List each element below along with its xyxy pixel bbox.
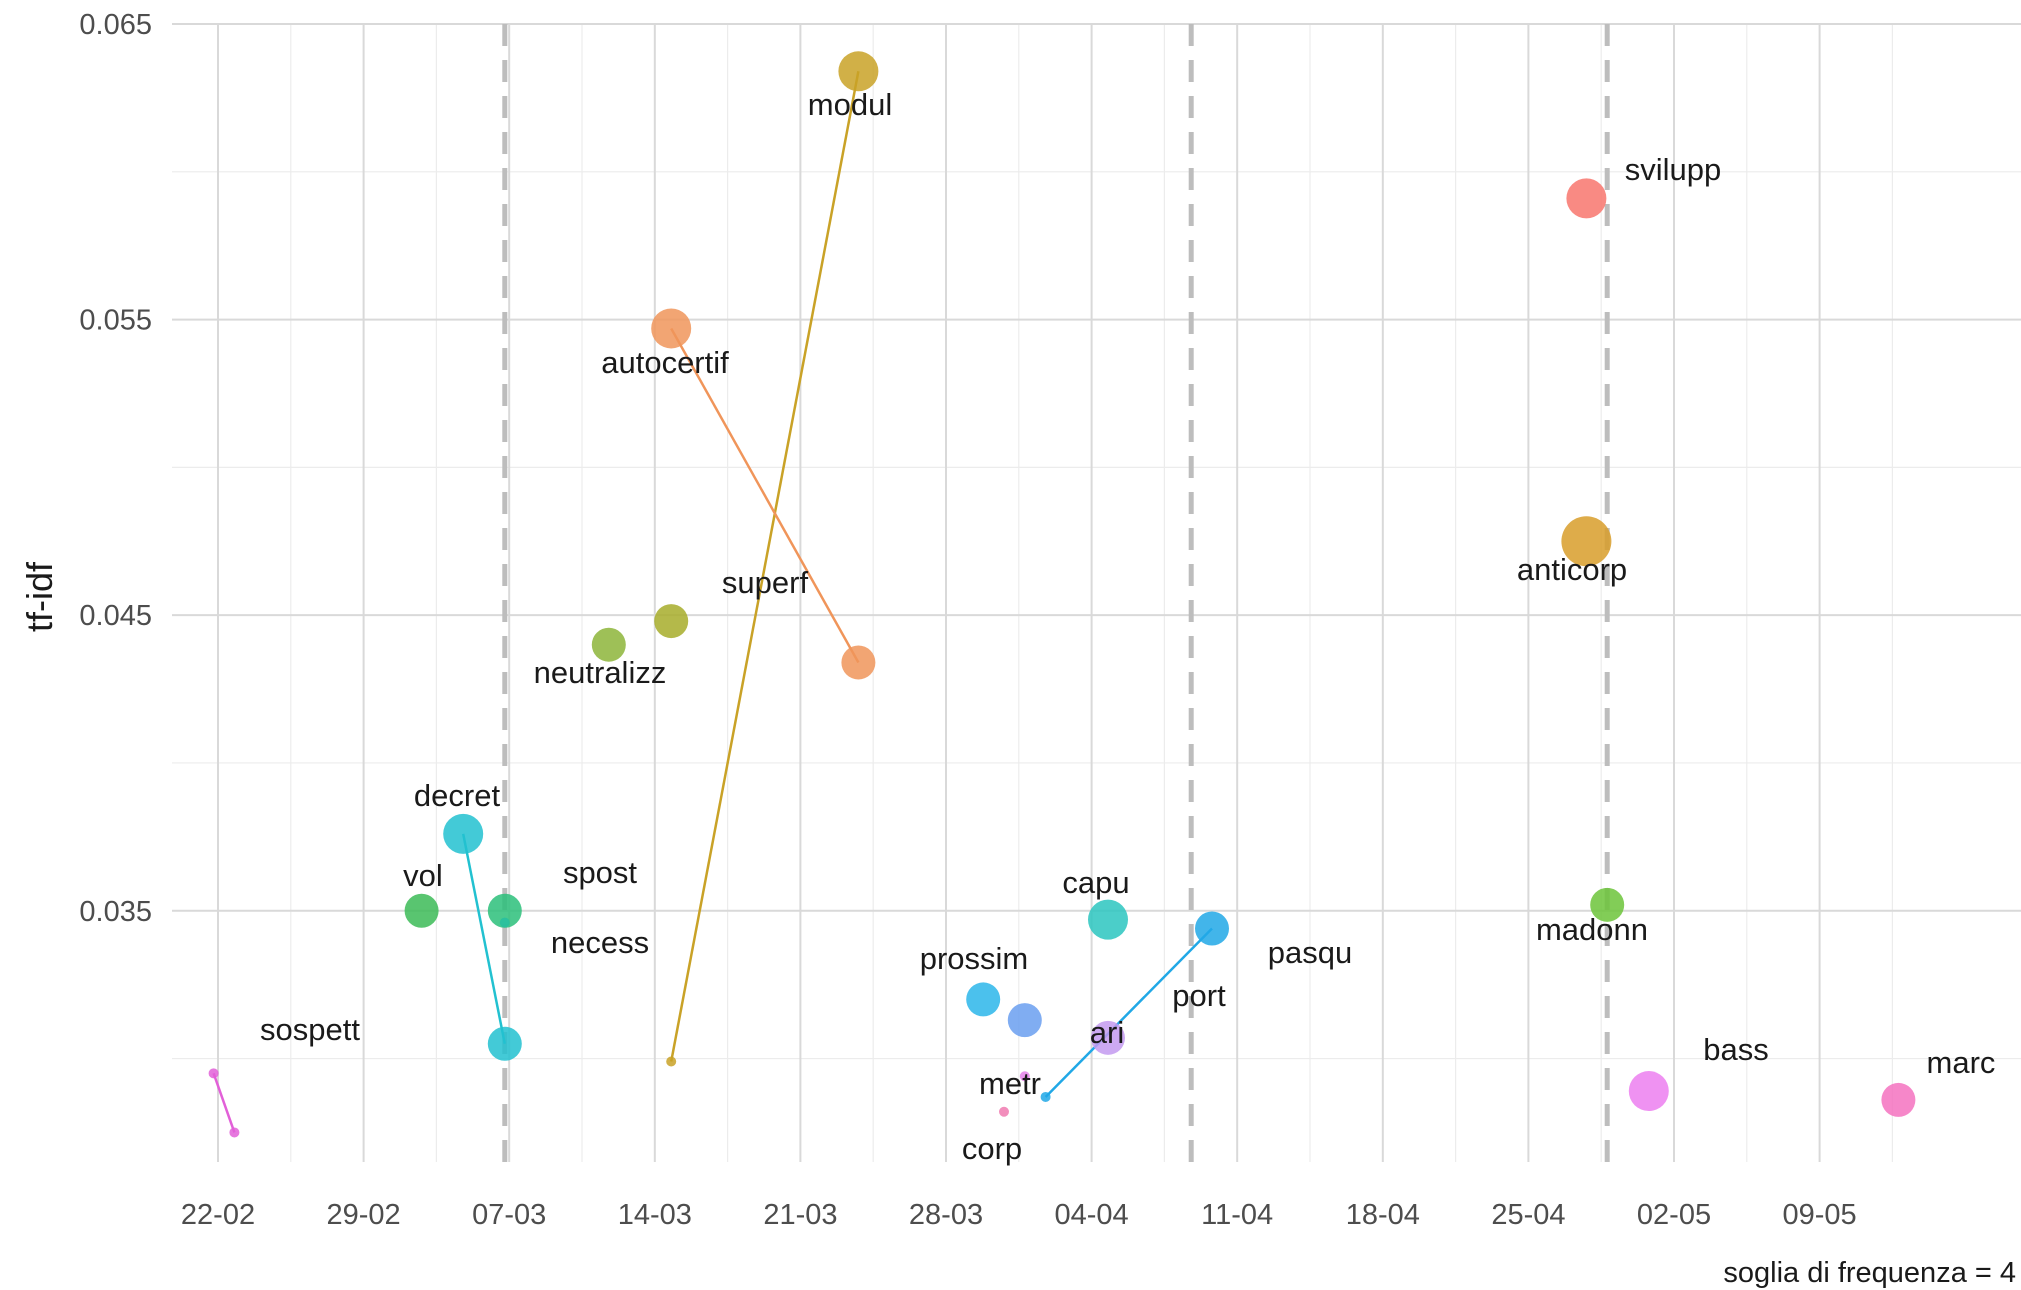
label-superf: superf	[722, 565, 809, 600]
y-tick-label: 0.035	[79, 896, 152, 928]
point-prossim	[966, 982, 1001, 1017]
x-tick-label: 18-04	[1346, 1199, 1420, 1231]
label-prossim: prossim	[920, 941, 1029, 976]
label-madonn: madonn	[1536, 912, 1648, 947]
point-superf	[654, 604, 689, 639]
label-corp: corp	[962, 1131, 1022, 1166]
label-anticorp: anticorp	[1517, 552, 1627, 587]
point-pasqu	[1195, 911, 1229, 946]
point-necess	[499, 917, 510, 928]
label-vol: vol	[403, 858, 443, 893]
point-bass	[1628, 1071, 1669, 1112]
label-port: port	[1172, 978, 1226, 1013]
y-tick-label: 0.055	[79, 305, 152, 337]
segment-sospett	[212, 1072, 236, 1133]
x-tick-label: 25-04	[1491, 1199, 1565, 1231]
label-ari: ari	[1090, 1015, 1124, 1050]
point-capu	[1088, 899, 1128, 940]
point-unlabeled	[841, 645, 876, 680]
point-unlabeled	[229, 1127, 240, 1138]
x-tick-label: 09-05	[1783, 1199, 1857, 1231]
label-autocertif: autocertif	[601, 345, 729, 380]
label-necess: necess	[551, 925, 649, 960]
major-gridlines	[172, 23, 2021, 1162]
x-tick-label: 04-04	[1055, 1199, 1129, 1231]
point-anticorp	[1561, 516, 1612, 567]
x-tick-label: 28-03	[909, 1199, 983, 1231]
label-capu: capu	[1062, 865, 1129, 900]
point-modul	[838, 51, 879, 92]
label-sospett: sospett	[260, 1012, 360, 1047]
point-marc	[1881, 1082, 1916, 1117]
point-metr	[999, 1106, 1009, 1117]
point-vol	[404, 893, 439, 928]
point-spost	[487, 893, 522, 928]
label-metr: metr	[979, 1066, 1041, 1101]
x-tick-label: 22-02	[181, 1199, 255, 1231]
y-tick-labels: 0.035 0.045 0.055 0.065	[79, 9, 152, 928]
trajectory-segments	[212, 71, 1213, 1133]
segment-modul	[669, 71, 860, 1062]
point-madonn	[1590, 887, 1625, 922]
segment-pasqu	[1044, 927, 1213, 1098]
point-unlabeled	[487, 1026, 522, 1061]
data-points	[208, 51, 1916, 1138]
point-neutralizz	[591, 627, 626, 662]
x-tick-label: 02-05	[1637, 1199, 1711, 1231]
segment-decret	[461, 833, 507, 1045]
point-sospett	[208, 1068, 219, 1079]
x-tick-label: 14-03	[618, 1199, 692, 1231]
label-marc: marc	[1927, 1045, 1996, 1080]
point-unlabeled	[1007, 1003, 1042, 1038]
label-decret: decret	[414, 778, 501, 813]
point-decret	[443, 813, 484, 854]
x-tick-label: 07-03	[472, 1199, 546, 1231]
point-unlabeled	[666, 1056, 677, 1067]
segment-autocertif	[670, 327, 860, 664]
point-unlabeled	[1040, 1091, 1051, 1102]
label-bass: bass	[1703, 1032, 1768, 1067]
point-port	[1091, 1020, 1125, 1055]
label-neutralizz: neutralizz	[534, 655, 667, 690]
label-svilupp: svilupp	[1625, 152, 1722, 187]
point-autocertif	[651, 308, 692, 349]
label-modul: modul	[808, 87, 892, 122]
y-tick-label: 0.045	[79, 600, 152, 632]
x-tick-label: 11-04	[1201, 1199, 1273, 1231]
x-tick-label: 21-03	[763, 1199, 837, 1231]
minor-gridlines	[172, 24, 2021, 1162]
point-labels: modul svilupp autocertif anticorp superf neut…	[260, 87, 1995, 1166]
x-tick-labels: 22-02 29-02 07-03 14-03 21-03 28-03 04-04 11-04…	[181, 1199, 1857, 1231]
label-spost: spost	[563, 855, 637, 890]
x-tick-label: 29-02	[327, 1199, 401, 1231]
chart-caption: soglia di frequenza = 4	[1723, 1257, 2016, 1289]
point-svilupp	[1566, 178, 1607, 219]
y-axis-title: tf-idf	[19, 561, 60, 632]
y-tick-label: 0.065	[79, 9, 152, 41]
label-pasqu: pasqu	[1268, 935, 1352, 970]
point-ari	[1019, 1071, 1030, 1082]
dashed-reference-lines	[502, 24, 1610, 1162]
